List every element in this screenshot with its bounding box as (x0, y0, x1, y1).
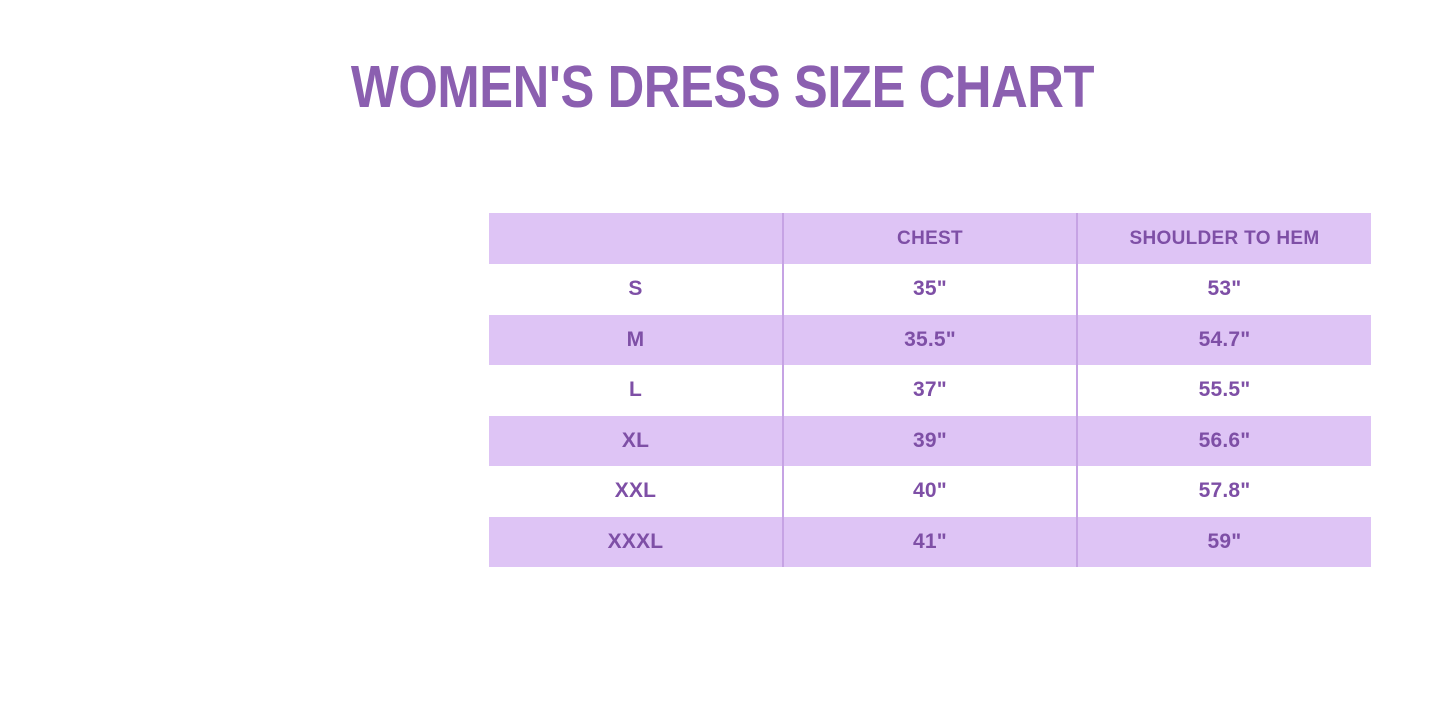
cell-chest: 35" (913, 277, 947, 301)
table-row: XL 39" 56.6" (489, 415, 1371, 466)
table-row: S 35" 53" (489, 264, 1371, 315)
column-header-shoulder-to-hem: SHOULDER TO HEM (1129, 227, 1320, 249)
cell-chest: 39" (913, 428, 947, 452)
column-header-size (489, 213, 783, 264)
cell-shoulder-to-hem: 54.7" (1198, 327, 1251, 351)
cell-shoulder-to-hem: 53" (1207, 277, 1242, 301)
cell-chest: 35.5" (904, 327, 956, 351)
column-header-chest: CHEST (897, 227, 963, 249)
cell-size: XL (621, 428, 650, 452)
table-row: L 37" 55.5" (489, 365, 1371, 416)
cell-shoulder-to-hem: 55.5" (1198, 378, 1251, 402)
table-row: XXL 40" 57.8" (489, 466, 1371, 517)
table-row: M 35.5" 54.7" (489, 314, 1371, 365)
cell-shoulder-to-hem: 56.6" (1198, 428, 1251, 452)
cell-size: XXXL (607, 529, 664, 553)
table-header-row: CHEST SHOULDER TO HEM (489, 213, 1371, 264)
cell-size: L (628, 378, 643, 402)
cell-chest: 37" (913, 378, 947, 402)
cell-size: S (628, 277, 643, 301)
cell-size: M (626, 327, 645, 351)
cell-size: XXL (614, 479, 657, 503)
table-row: XXXL 41" 59" (489, 516, 1371, 567)
cell-shoulder-to-hem: 59" (1207, 529, 1242, 553)
page-title: WOMEN'S DRESS SIZE CHART (350, 54, 1095, 120)
size-chart-table: CHEST SHOULDER TO HEM S 35" 53" M 35.5" … (489, 213, 1371, 567)
cell-chest: 41" (913, 529, 947, 553)
cell-chest: 40" (913, 479, 947, 503)
cell-shoulder-to-hem: 57.8" (1198, 479, 1251, 503)
